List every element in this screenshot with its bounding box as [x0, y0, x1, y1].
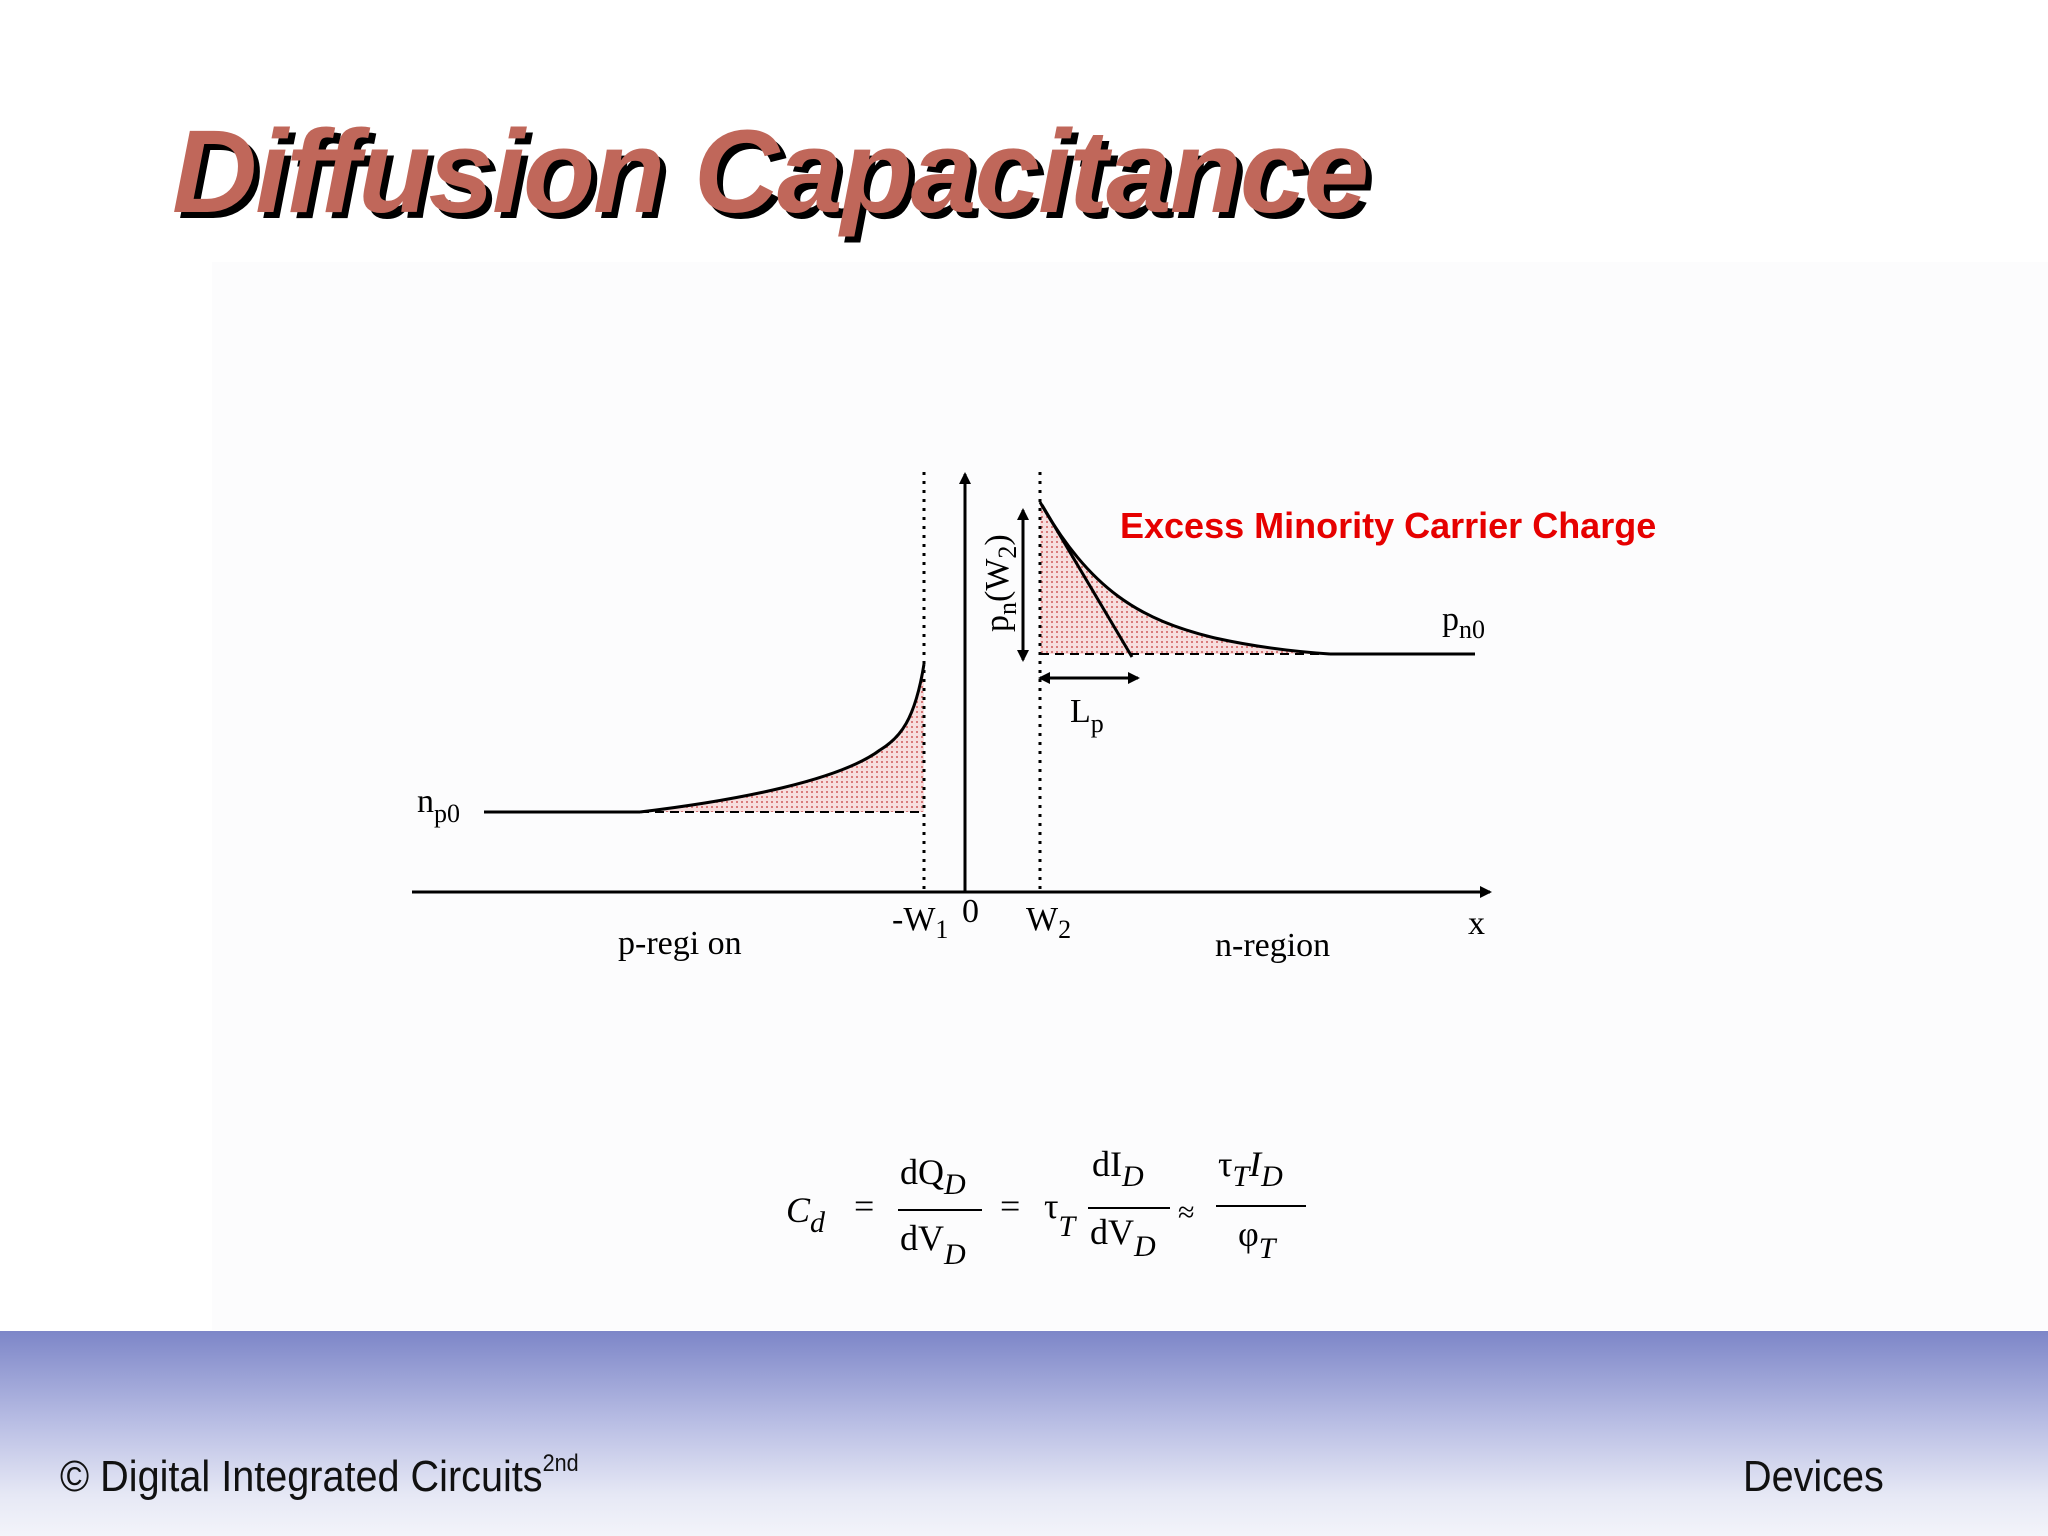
slide-title: Diffusion Capacitance — [172, 106, 1369, 238]
pnw2-main: p — [979, 615, 1016, 632]
np0-sub: p0 — [434, 799, 460, 828]
eq-frac1-den-main: dV — [900, 1218, 944, 1258]
lp-main: L — [1070, 693, 1091, 730]
lp-sub: p — [1091, 709, 1104, 738]
pnw2-sub-n: n — [993, 602, 1022, 615]
eq-frac2-den-sub: D — [1133, 1230, 1156, 1263]
neg-w1-label: -W1 — [892, 901, 948, 944]
footer-copyright-text: © Digital Integrated Circuits — [60, 1452, 543, 1501]
pn0-sub: n0 — [1459, 615, 1485, 644]
eq-frac3-den-sub: T — [1259, 1232, 1278, 1265]
eq-equals-1: = — [854, 1186, 874, 1226]
footer-edition: 2nd — [542, 1450, 579, 1477]
eq-frac3-den: φT — [1238, 1214, 1278, 1265]
eq-frac3-num-tau: τ — [1218, 1144, 1232, 1184]
footer-chapter: Devices — [1743, 1452, 1884, 1501]
eq-frac2-den-main: dV — [1090, 1212, 1134, 1252]
eq-frac3-num-i: I — [1248, 1144, 1263, 1184]
p-region-label: p-regi on — [618, 925, 742, 962]
eq-cd-main: C — [786, 1190, 811, 1230]
np0-main: n — [417, 783, 434, 820]
w2-label: W2 — [1026, 901, 1071, 944]
n-side-concentration-curve — [1038, 501, 1331, 656]
eq-frac2-num-main: dI — [1092, 1144, 1122, 1184]
eq-frac2-num-sub: D — [1121, 1160, 1144, 1193]
eq-frac1-den: dVD — [900, 1218, 966, 1271]
excess-charge-label: Excess Minority Carrier Charge — [1120, 505, 1656, 546]
np0-label: np0 — [417, 783, 460, 828]
eq-cd: Cd — [786, 1190, 826, 1239]
eq-frac3-num: τTID — [1218, 1144, 1283, 1193]
eq-cd-sub: d — [810, 1206, 826, 1239]
neg-w1-main: -W — [892, 901, 936, 938]
tangent-line — [1040, 504, 1134, 658]
p-side-excess-charge — [640, 664, 924, 812]
p-side-concentration-curve — [639, 663, 926, 814]
eq-frac1-num: dQD — [900, 1152, 966, 1201]
eq-tau-sub: T — [1058, 1210, 1077, 1243]
eq-frac1-den-sub: D — [943, 1238, 966, 1271]
eq-frac1-num-sub: D — [943, 1168, 966, 1201]
figure-background — [212, 262, 2048, 1330]
eq-frac2-num: dID — [1092, 1144, 1144, 1193]
pnw2-open: (W — [979, 558, 1016, 602]
pnw2-label: pn(W2) — [979, 534, 1022, 632]
eq-frac3-den-main: φ — [1238, 1214, 1259, 1254]
eq-tau-main: τ — [1044, 1186, 1058, 1226]
diffusion-capacitance-equation: Cd = dQD dVD = τT dID dVD ≈ τTID φT — [786, 1144, 1306, 1271]
eq-tau: τT — [1044, 1186, 1077, 1243]
footer-band — [0, 1331, 2048, 1536]
pn0-main: p — [1442, 601, 1459, 638]
pn0-label: pn0 — [1442, 601, 1485, 644]
pnw2-sub-2: 2 — [993, 546, 1022, 559]
x-axis-label: x — [1468, 905, 1485, 942]
w2-sub: 2 — [1058, 915, 1071, 944]
pnw2-close: ) — [979, 534, 1016, 545]
neg-w1-sub: 1 — [935, 915, 948, 944]
w2-main: W — [1026, 901, 1059, 938]
eq-equals-2: = — [1000, 1186, 1020, 1226]
origin-label: 0 — [962, 893, 979, 930]
n-side-excess-charge — [1040, 502, 1330, 654]
lp-label: Lp — [1070, 693, 1104, 738]
n-region-label: n-region — [1215, 927, 1330, 964]
eq-frac2-den: dVD — [1090, 1212, 1156, 1263]
eq-approx: ≈ — [1178, 1196, 1194, 1229]
eq-frac1-num-main: dQ — [900, 1152, 944, 1192]
eq-frac3-num-i-sub: D — [1260, 1160, 1283, 1193]
footer-copyright: © Digital Integrated Circuits2nd — [60, 1450, 579, 1502]
eq-frac3-num-tau-sub: T — [1232, 1160, 1251, 1193]
